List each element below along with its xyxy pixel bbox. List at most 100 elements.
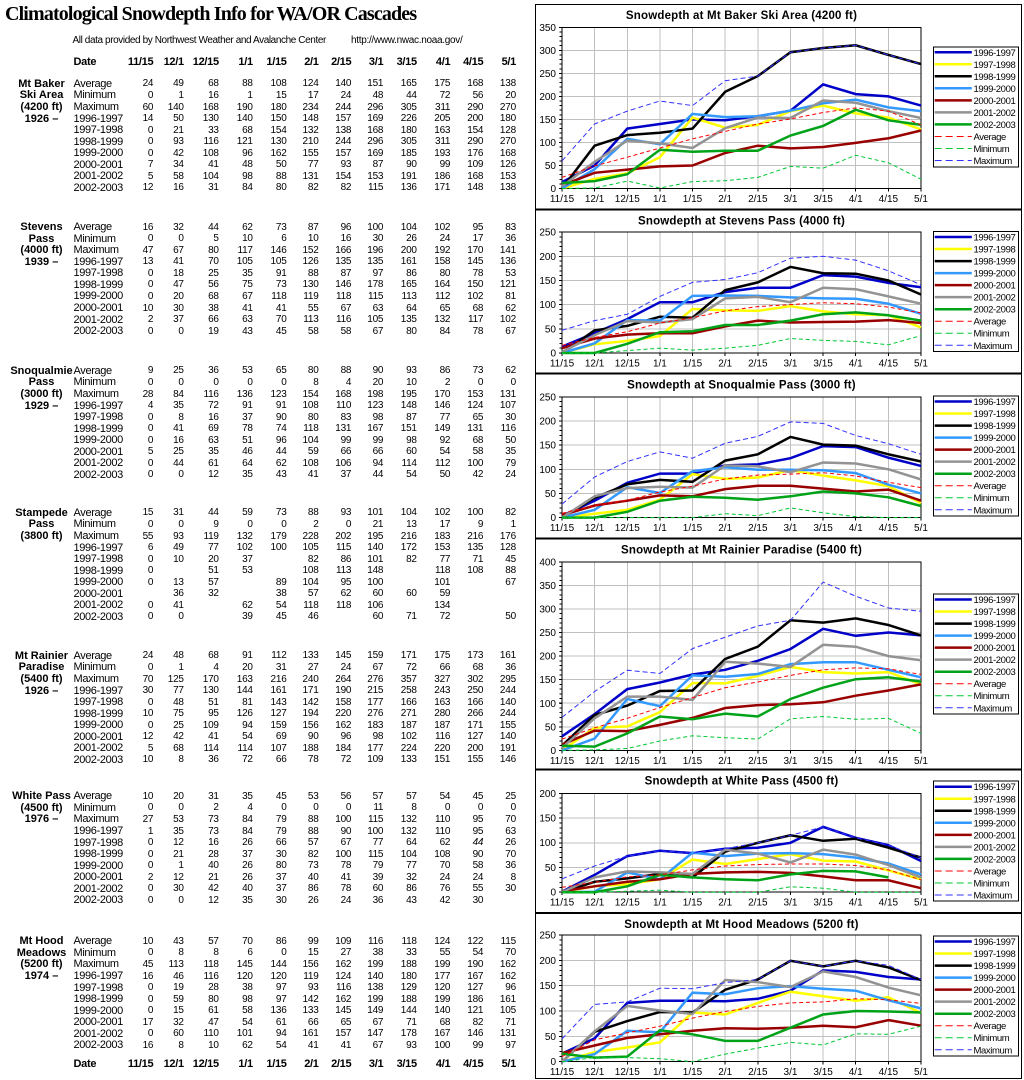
svg-text:2001-2002: 2001-2002 [974,655,1016,666]
svg-text:2002-2003: 2002-2003 [974,120,1016,131]
svg-text:4/15: 4/15 [879,523,899,534]
svg-text:100: 100 [539,838,556,849]
svg-text:3/1: 3/1 [784,359,798,370]
svg-text:1/15: 1/15 [683,359,703,370]
svg-text:2001-2002: 2001-2002 [974,457,1016,468]
svg-text:5/1: 5/1 [914,1067,928,1078]
svg-text:2002-2003: 2002-2003 [974,667,1016,678]
svg-text:12/1: 12/1 [585,756,605,767]
svg-text:Minimum: Minimum [974,144,1010,155]
svg-text:0: 0 [550,513,556,524]
svg-text:4/15: 4/15 [879,194,899,205]
svg-text:2000-2001: 2000-2001 [974,281,1016,292]
svg-text:1996-1997: 1996-1997 [974,595,1016,606]
svg-text:100: 100 [539,1007,556,1018]
svg-text:12/1: 12/1 [585,523,605,534]
svg-text:50: 50 [545,489,557,500]
svg-text:350: 350 [539,581,556,592]
svg-text:4/15: 4/15 [879,359,899,370]
svg-text:150: 150 [539,441,556,452]
svg-text:2002-2003: 2002-2003 [974,854,1016,865]
svg-text:300: 300 [539,46,556,57]
svg-text:1999-2000: 1999-2000 [974,818,1016,829]
svg-text:1/15: 1/15 [683,756,703,767]
svg-text:11/15: 11/15 [550,898,575,909]
svg-text:250: 250 [539,628,556,639]
svg-text:1997-1998: 1997-1998 [974,794,1016,805]
svg-text:4/15: 4/15 [879,756,899,767]
svg-text:Maximum: Maximum [974,1045,1013,1056]
svg-text:4/1: 4/1 [849,359,863,370]
svg-text:11/15: 11/15 [550,359,575,370]
svg-text:0: 0 [550,184,556,195]
svg-text:0: 0 [550,349,556,360]
svg-text:2000-2001: 2000-2001 [974,830,1016,841]
svg-text:4/15: 4/15 [879,1067,899,1078]
svg-text:100: 100 [539,699,556,710]
svg-text:1999-2000: 1999-2000 [974,433,1016,444]
svg-text:3/1: 3/1 [784,1067,798,1078]
svg-text:2/15: 2/15 [748,1067,768,1078]
svg-text:100: 100 [539,300,556,311]
svg-text:2/15: 2/15 [748,898,768,909]
svg-text:2001-2002: 2001-2002 [974,997,1016,1008]
svg-text:1999-2000: 1999-2000 [974,631,1016,642]
svg-text:150: 150 [539,115,556,126]
svg-text:50: 50 [545,1032,557,1043]
svg-text:Average: Average [974,132,1007,143]
svg-text:2/15: 2/15 [748,194,768,205]
svg-text:Maximum: Maximum [974,703,1013,714]
svg-text:2002-2003: 2002-2003 [974,469,1016,480]
svg-text:Minimum: Minimum [974,691,1010,702]
svg-text:3/1: 3/1 [784,756,798,767]
svg-text:3/1: 3/1 [784,194,798,205]
svg-text:250: 250 [539,392,556,403]
svg-text:1/1: 1/1 [653,756,667,767]
svg-text:200: 200 [539,92,556,103]
svg-text:4/1: 4/1 [849,898,863,909]
svg-text:100: 100 [539,138,556,149]
svg-text:11/15: 11/15 [550,194,575,205]
svg-text:250: 250 [539,930,556,941]
svg-text:Minimum: Minimum [974,493,1010,504]
svg-text:12/15: 12/15 [615,194,640,205]
svg-text:3/15: 3/15 [813,523,833,534]
svg-text:12/1: 12/1 [585,194,605,205]
svg-text:Minimum: Minimum [974,879,1010,890]
svg-text:5/1: 5/1 [914,898,928,909]
svg-text:2/1: 2/1 [718,194,732,205]
svg-text:1996-1997: 1996-1997 [974,782,1016,793]
svg-text:1998-1999: 1998-1999 [974,806,1016,817]
svg-text:4/1: 4/1 [849,1067,863,1078]
svg-text:1/15: 1/15 [683,194,703,205]
svg-text:1/1: 1/1 [653,1067,667,1078]
svg-text:2000-2001: 2000-2001 [974,445,1016,456]
svg-text:Average: Average [974,679,1007,690]
svg-text:2001-2002: 2001-2002 [974,108,1016,119]
svg-text:300: 300 [539,604,556,615]
svg-text:2/1: 2/1 [718,898,732,909]
svg-text:150: 150 [539,276,556,287]
svg-text:Maximum: Maximum [974,341,1013,352]
svg-text:3/15: 3/15 [813,359,833,370]
svg-text:3/15: 3/15 [813,756,833,767]
svg-text:2/1: 2/1 [718,1067,732,1078]
svg-text:1999-2000: 1999-2000 [974,84,1016,95]
svg-text:200: 200 [539,652,556,663]
svg-text:3/15: 3/15 [813,1067,833,1078]
svg-text:Average: Average [974,317,1007,328]
svg-text:3/1: 3/1 [784,523,798,534]
svg-text:3/15: 3/15 [813,194,833,205]
svg-text:1/1: 1/1 [653,523,667,534]
svg-text:1999-2000: 1999-2000 [974,269,1016,280]
svg-text:Minimum: Minimum [974,329,1010,340]
svg-text:1998-1999: 1998-1999 [974,961,1016,972]
svg-text:12/1: 12/1 [585,359,605,370]
svg-text:1997-1998: 1997-1998 [974,60,1016,71]
svg-text:1998-1999: 1998-1999 [974,619,1016,630]
svg-text:1/15: 1/15 [683,523,703,534]
svg-text:12/15: 12/15 [615,1067,640,1078]
svg-text:3/15: 3/15 [813,898,833,909]
svg-text:2002-2003: 2002-2003 [974,1009,1016,1020]
svg-text:12/15: 12/15 [615,898,640,909]
